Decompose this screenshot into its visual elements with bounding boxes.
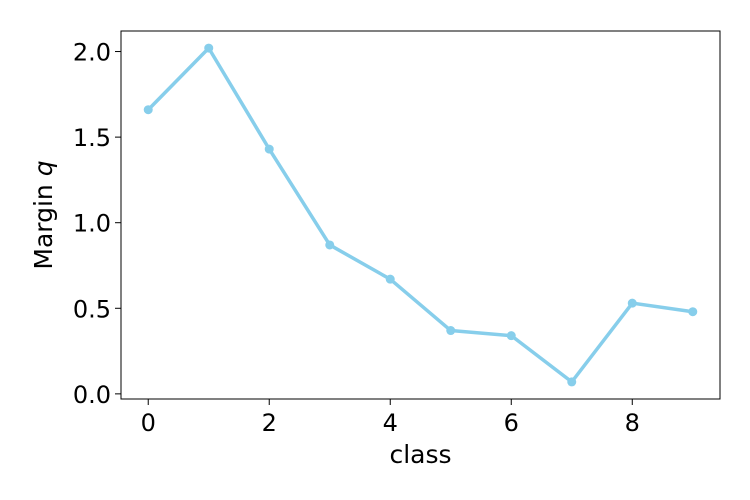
y-tick-label: 1.0 [73,210,111,238]
data-point [506,331,516,341]
data-point [143,105,153,115]
series-layer [143,43,698,387]
y-tick-label: 1.5 [73,124,111,152]
data-point [688,307,698,317]
y-tick-label: 2.0 [73,39,111,67]
data-point [385,274,395,284]
y-tick-label: 0.0 [73,381,111,409]
data-point [325,240,335,250]
x-tick-label: 4 [383,409,398,437]
x-tick-label: 0 [141,409,156,437]
data-point [627,298,637,308]
y-axis-label-text: Margin [29,176,58,269]
x-axis-label: class [389,440,451,469]
y-axis-label: Margin q [29,160,58,269]
ticks-layer: 0 2 4 6 8 0.0 0.5 1.0 1.5 2.0 [73,39,640,437]
plot-area-frame [120,30,721,400]
x-tick-label: 6 [504,409,519,437]
x-tick-label: 2 [262,409,277,437]
data-point [567,377,577,387]
series-line [146,46,695,384]
data-point [264,144,274,154]
data-point [204,43,214,53]
x-tick-label: 8 [625,409,640,437]
data-point [446,326,456,336]
y-tick-label: 0.5 [73,295,111,323]
y-axis-label-symbol: q [29,160,58,176]
